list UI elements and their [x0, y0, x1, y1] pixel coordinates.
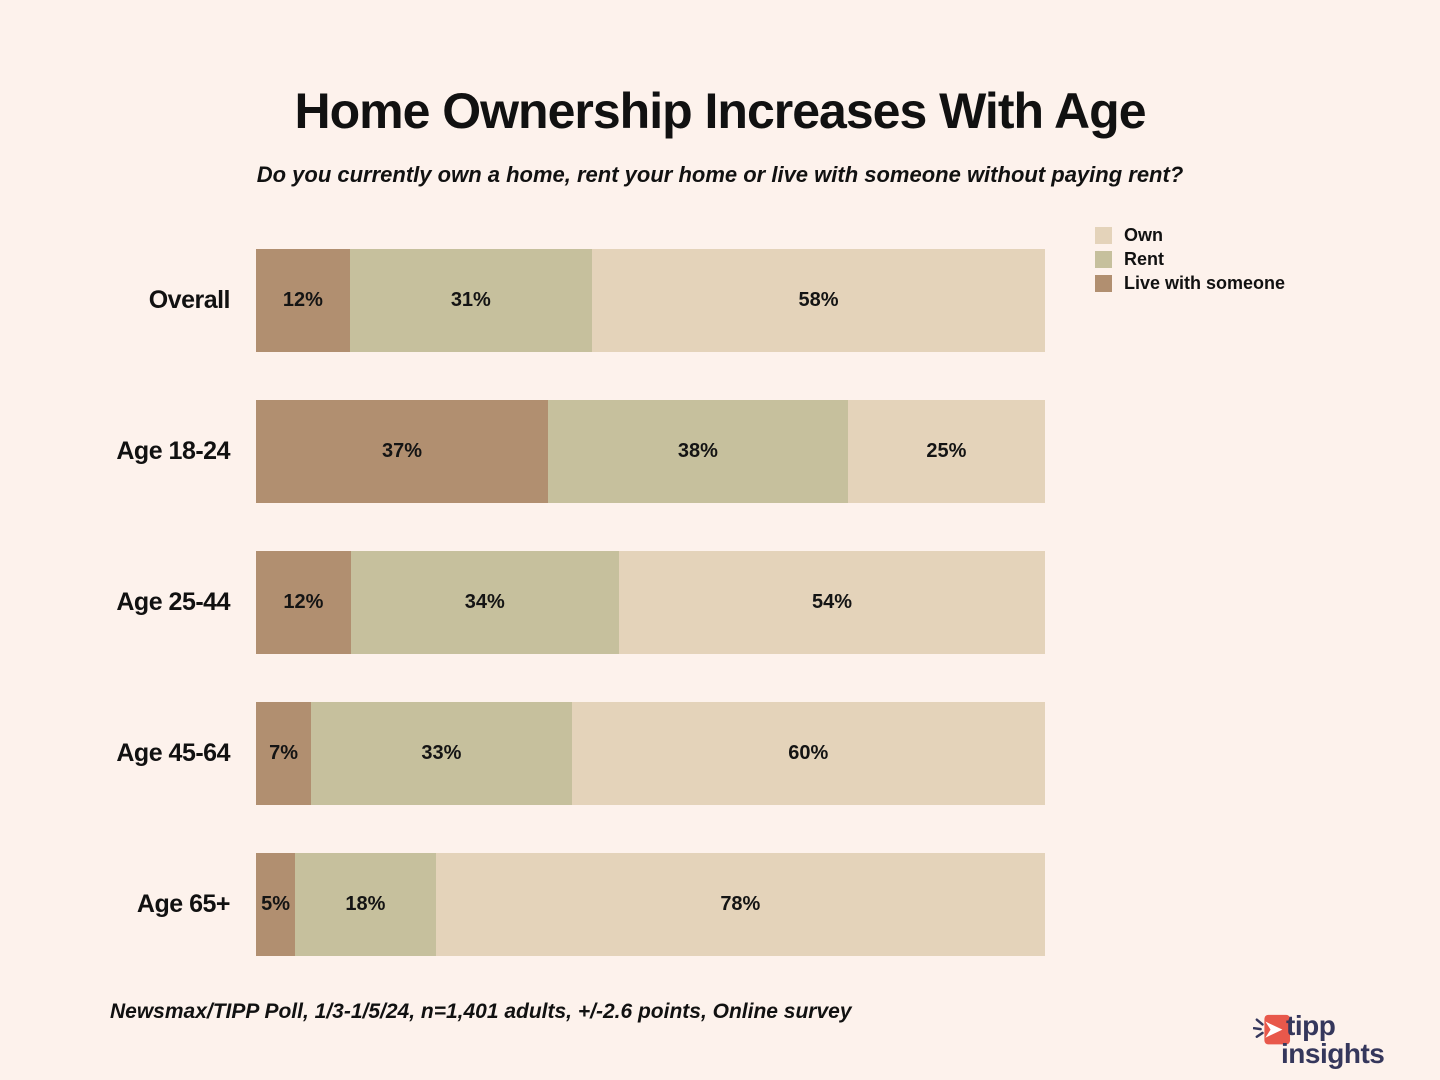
- legend: Own Rent Live with someone: [1095, 224, 1286, 293]
- legend-swatch-rent: [1095, 250, 1112, 268]
- stacked-bar: 7% 33% 60%: [256, 702, 1046, 805]
- chart-subtitle: Do you currently own a home, rent your h…: [256, 162, 1184, 187]
- bar-segment-own: 60%: [571, 702, 1046, 805]
- bar-segment-live-with-someone: 12%: [256, 551, 351, 654]
- legend-label: Rent: [1124, 248, 1164, 269]
- legend-item-rent: Rent: [1095, 248, 1285, 269]
- chart-title: Home Ownership Increases With Age: [294, 83, 1146, 139]
- bar-value-label: 34%: [464, 591, 505, 613]
- bar-segment-own: 78%: [435, 853, 1045, 956]
- bar-value-label: 31%: [450, 289, 491, 311]
- stacked-bar: 12% 31% 58%: [256, 249, 1046, 352]
- legend-item-own: Own: [1095, 224, 1285, 245]
- bar-value-label: 38%: [677, 440, 718, 462]
- legend-label: Live with someone: [1124, 272, 1286, 293]
- bar-segment-rent: 33%: [311, 702, 572, 805]
- legend-swatch-live-with-someone: [1095, 274, 1112, 292]
- stacked-bar: 12% 34% 54%: [256, 551, 1046, 654]
- bar-value-label: 37%: [381, 440, 422, 462]
- bar-value-label: 12%: [282, 289, 323, 311]
- bar-value-label: 12%: [283, 591, 324, 613]
- stacked-bar: 5% 18% 78%: [256, 853, 1045, 956]
- bar-value-label: 78%: [720, 893, 761, 915]
- bar-segment-rent: 31%: [349, 249, 592, 352]
- bar-segment-own: 25%: [847, 400, 1045, 503]
- logo-line2: insights: [1281, 1038, 1385, 1069]
- logo-line1: tipp: [1286, 1010, 1336, 1041]
- bar-row-age-18-24: Age 18-24 37% 38% 25%: [16, 400, 1045, 503]
- bar-row-age-65-: Age 65+ 5% 18% 78%: [16, 853, 1045, 956]
- stacked-bar-chart: Overall 12% 31% 58% Age 18-24 37% 38% 25% Age 25…: [16, 249, 1046, 956]
- bar-segment-own: 54%: [618, 551, 1046, 654]
- category-label: Overall: [148, 286, 231, 314]
- bar-row-age-25-44: Age 25-44 12% 34% 54%: [16, 551, 1046, 654]
- bar-row-age-45-64: Age 45-64 7% 33% 60%: [16, 702, 1046, 805]
- bar-value-label: 25%: [926, 440, 967, 462]
- bar-value-label: 5%: [261, 893, 290, 915]
- bar-value-label: 60%: [788, 742, 829, 764]
- category-label: Age 18-24: [116, 437, 230, 465]
- logo-wordmark: tipp insights: [1281, 1010, 1385, 1069]
- stacked-bar: 37% 38% 25%: [256, 400, 1045, 503]
- bar-segment-own: 58%: [591, 249, 1046, 352]
- bar-segment-live-with-someone: 5%: [256, 853, 296, 956]
- bar-segment-live-with-someone: 7%: [256, 702, 312, 805]
- bar-segment-rent: 34%: [350, 551, 619, 654]
- legend-swatch-own: [1095, 226, 1112, 244]
- bar-segment-live-with-someone: 37%: [256, 400, 548, 503]
- bar-segment-rent: 38%: [547, 400, 848, 503]
- tipp-insights-logo-icon: [1253, 1014, 1291, 1045]
- bar-value-label: 58%: [798, 289, 839, 311]
- bar-value-label: 18%: [345, 893, 386, 915]
- bar-value-label: 33%: [421, 742, 462, 764]
- legend-label: Own: [1124, 224, 1163, 245]
- category-label: Age 25-44: [116, 588, 230, 616]
- bar-row-overall: Overall 12% 31% 58%: [16, 249, 1046, 352]
- bar-segment-live-with-someone: 12%: [256, 249, 350, 352]
- category-label: Age 45-64: [116, 739, 230, 767]
- bar-value-label: 7%: [269, 742, 299, 764]
- category-label: Age 65+: [136, 890, 231, 918]
- tipp-insights-logo: tipp insights: [1253, 1012, 1413, 1074]
- bar-segment-rent: 18%: [295, 853, 436, 956]
- source-footnote: Newsmax/TIPP Poll, 1/3-1/5/24, n=1,401 a…: [110, 1000, 852, 1023]
- legend-item-live-with-someone: Live with someone: [1095, 272, 1286, 293]
- bar-value-label: 54%: [811, 591, 852, 613]
